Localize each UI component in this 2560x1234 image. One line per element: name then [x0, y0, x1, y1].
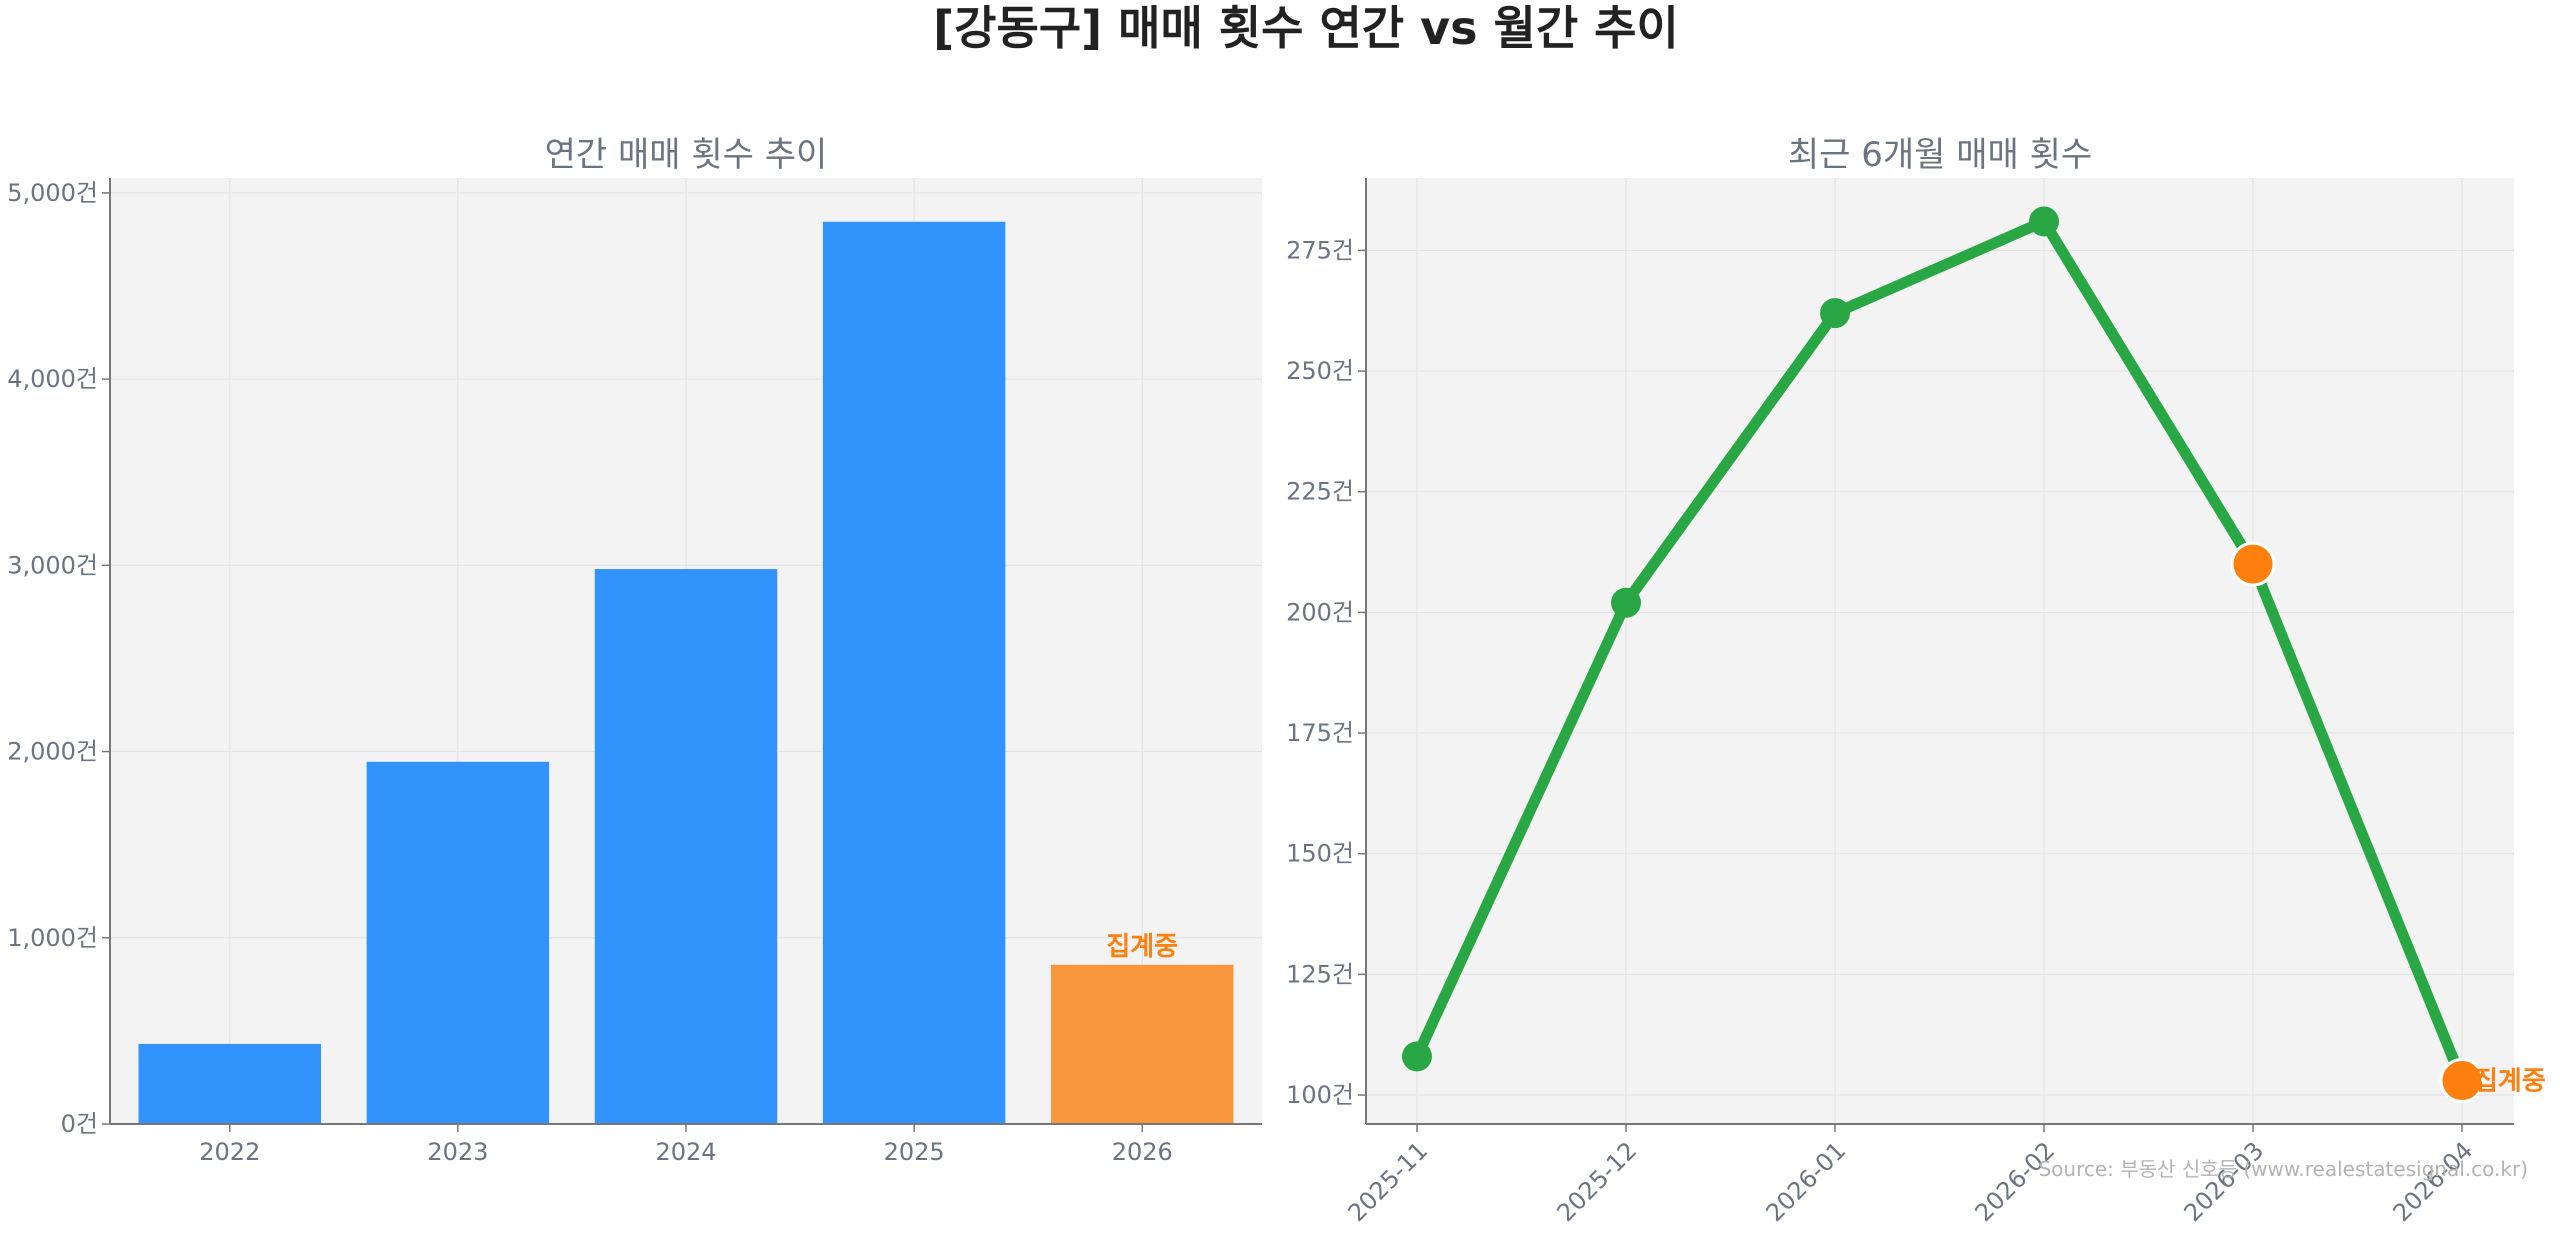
data-point [1820, 298, 1850, 329]
x-tick-label: 2026-04 [2388, 1136, 2479, 1227]
bar [1050, 964, 1234, 1124]
series-line [1411, 215, 2468, 1087]
partial-data-label: 집계중 [2474, 1067, 2546, 1097]
source-note: Source: 부동산 신호등 (www.realestatesignal.co… [2038, 1157, 2528, 1181]
partial-data-label: 집계중 [1106, 932, 1178, 962]
data-point [1402, 1041, 1432, 1072]
y-tick-label: 1,000건 [7, 924, 98, 952]
bar [822, 221, 1006, 1124]
y-tick-label: 3,000건 [7, 551, 98, 579]
data-point [2029, 206, 2059, 237]
y-tick-label: 125건 [1286, 960, 1354, 988]
x-tick-label: 2025-11 [1343, 1136, 1434, 1227]
y-tick-label: 175건 [1286, 719, 1354, 747]
bar [138, 1043, 322, 1124]
x-tick-label: 2026-02 [1970, 1136, 2061, 1227]
x-tick-label: 2025 [884, 1138, 945, 1166]
x-tick-label: 2026-01 [1761, 1136, 1852, 1227]
y-tick-label: 100건 [1286, 1081, 1354, 1109]
bar [366, 761, 550, 1124]
x-tick-label: 2023 [427, 1138, 488, 1166]
data-point-partial [2230, 541, 2276, 587]
chart-title: 연간 매매 횟수 추이 [545, 135, 828, 175]
y-tick-label: 5,000건 [7, 179, 98, 207]
bar [594, 569, 778, 1124]
chart-title: 최근 6개월 매매 횟수 [1788, 135, 2092, 175]
data-point-partial [2439, 1058, 2485, 1104]
x-tick-label: 2026-03 [2179, 1136, 2270, 1227]
y-tick-label: 2,000건 [7, 738, 98, 766]
plot-area [1366, 178, 2514, 1124]
data-point [1611, 587, 1641, 618]
x-tick-label: 2025-12 [1552, 1136, 1643, 1227]
annual-bar-chart: 연간 매매 횟수 추이 0건 1,000건 2,000건 3,000건 4,000건 5,0… [7, 135, 1262, 1166]
y-tick-label: 4,000건 [7, 365, 98, 393]
figure-title: [강동구] 매매 횟수 연간 vs 월간 추이 [933, 1, 1679, 55]
y-tick-label: 200건 [1286, 598, 1354, 626]
y-tick-label: 275건 [1286, 236, 1354, 264]
x-tick-label: 2022 [199, 1138, 260, 1166]
x-tick-label: 2024 [655, 1138, 716, 1166]
y-tick-label: 225건 [1286, 478, 1354, 506]
x-tick-label: 2026 [1112, 1138, 1173, 1166]
monthly-line-chart: 최근 6개월 매매 횟수 100건 125건 150건 175건 200건 225건 250건… [1286, 135, 2546, 1227]
y-tick-label: 0건 [61, 1110, 98, 1138]
y-tick-label: 150건 [1286, 840, 1354, 868]
y-tick-label: 250건 [1286, 357, 1354, 385]
